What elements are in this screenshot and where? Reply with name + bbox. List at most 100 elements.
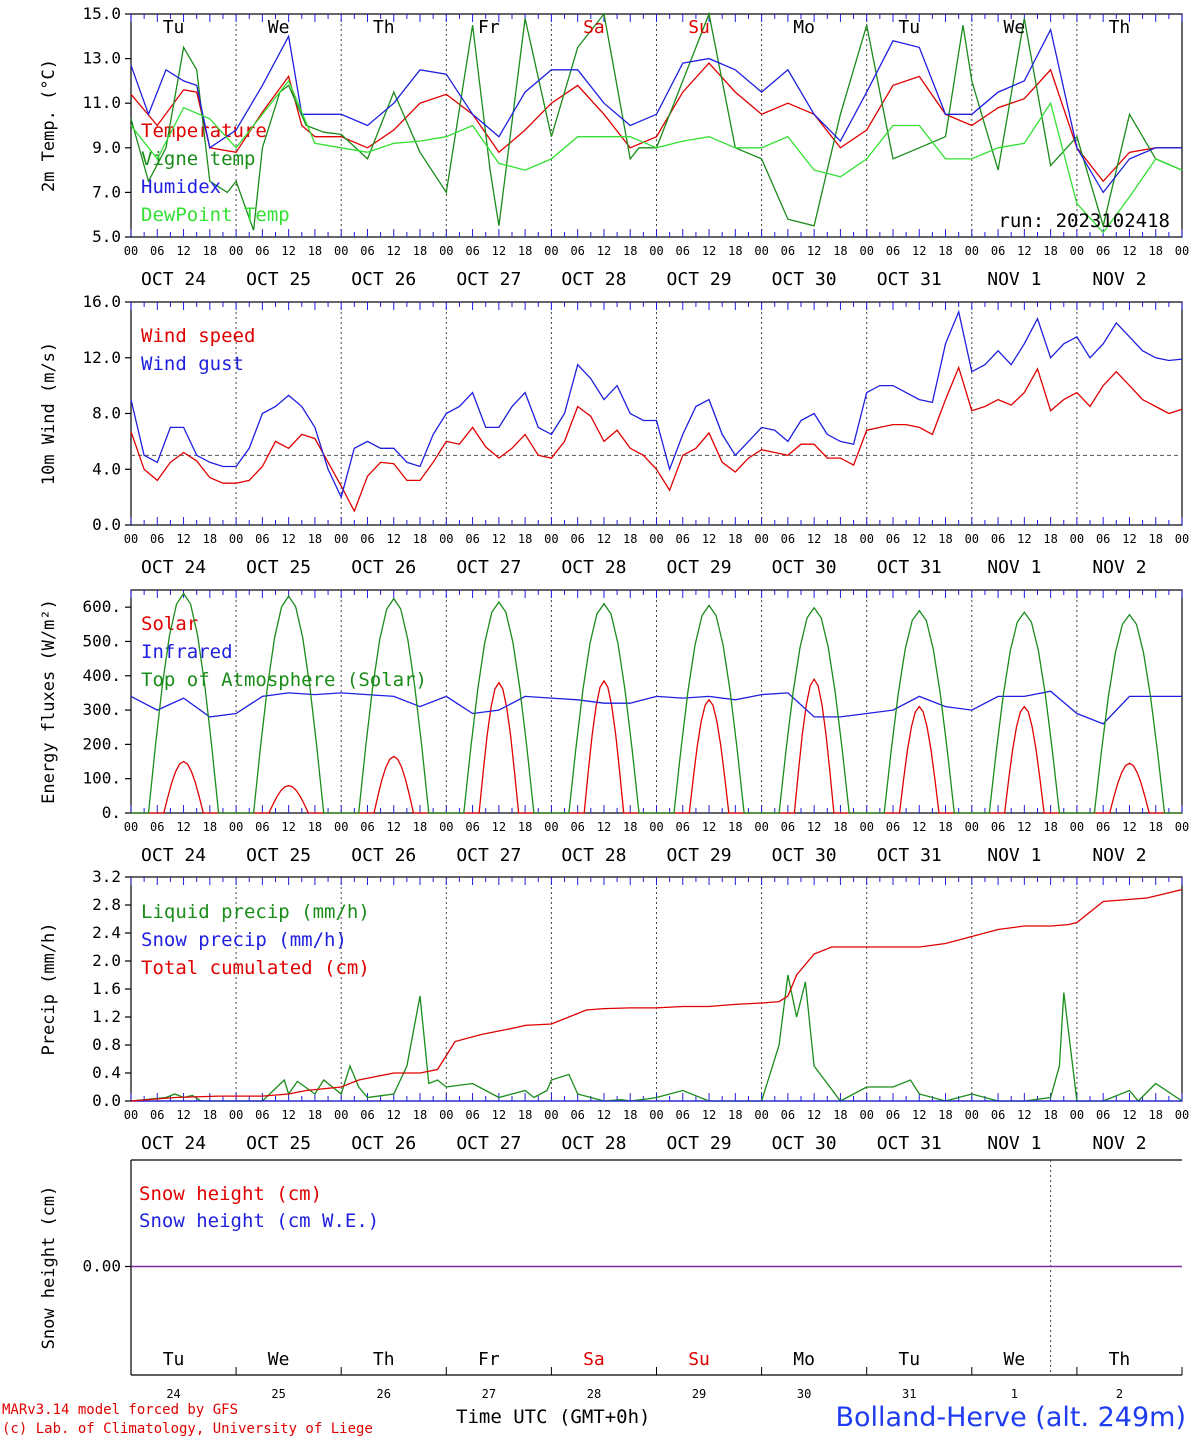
hour-tick-label: 06: [465, 1108, 479, 1122]
date-label: OCT 25: [246, 269, 311, 290]
hour-tick-label: 18: [203, 820, 217, 834]
hour-tick-label: 12: [492, 532, 506, 546]
date-label: NOV 2: [1092, 557, 1146, 578]
hour-tick-label: 12: [176, 820, 190, 834]
hour-tick-label: 18: [833, 820, 847, 834]
hour-tick-label: 00: [1175, 820, 1189, 834]
hour-tick-label: 06: [886, 820, 900, 834]
hour-tick-label: 00: [754, 532, 768, 546]
date-label: OCT 29: [667, 1133, 732, 1154]
hour-tick-label: 12: [387, 532, 401, 546]
day-number-label: 30: [797, 1387, 811, 1401]
y-tick-label: 0.0: [92, 515, 121, 534]
hour-tick-label: 18: [833, 244, 847, 258]
date-label: OCT 27: [456, 1133, 521, 1154]
hour-tick-label: 12: [281, 820, 295, 834]
y-tick-label: 0.: [102, 803, 121, 822]
hour-tick-label: 00: [859, 244, 873, 258]
legend-entry: Total cumulated (cm): [141, 957, 370, 979]
date-label: OCT 25: [246, 845, 311, 866]
series-line-dewpoint-temp: [130, 79, 1183, 234]
hour-tick-label: 00: [754, 820, 768, 834]
date-label: OCT 29: [667, 269, 732, 290]
hour-tick-label: 12: [1122, 532, 1136, 546]
hour-tick-label: 18: [518, 820, 532, 834]
date-label: OCT 27: [456, 269, 521, 290]
hour-tick-label: 18: [623, 1108, 637, 1122]
day-number-label: 26: [377, 1387, 391, 1401]
day-name-label: Th: [1109, 1349, 1131, 1370]
date-label: OCT 26: [351, 1133, 416, 1154]
day-name-label: We: [268, 1349, 290, 1370]
hour-tick-label: 18: [623, 820, 637, 834]
date-label: OCT 27: [456, 557, 521, 578]
series-line-humidex: [130, 27, 1182, 194]
hour-tick-label: 00: [649, 820, 663, 834]
hour-tick-label: 00: [124, 244, 138, 258]
y-tick-label: 11.0: [82, 93, 121, 112]
hour-tick-label: 12: [912, 820, 926, 834]
date-label: OCT 24: [141, 1133, 206, 1154]
day-name-label: Su: [688, 1349, 710, 1370]
hour-tick-label: 06: [360, 244, 374, 258]
hour-tick-label: 06: [1096, 1108, 1110, 1122]
hour-tick-label: 06: [886, 532, 900, 546]
hour-tick-label: 12: [807, 244, 821, 258]
hour-tick-label: 00: [544, 244, 558, 258]
hour-tick-label: 18: [518, 532, 532, 546]
day-name-label: Tu: [898, 1349, 920, 1370]
x-axis-title: Time UTC (GMT+0h): [456, 1406, 651, 1428]
hour-tick-label: 12: [702, 1108, 716, 1122]
hour-tick-label: 12: [1017, 820, 1031, 834]
hour-tick-label: 00: [1070, 1108, 1084, 1122]
hour-tick-label: 06: [150, 1108, 164, 1122]
hour-tick-label: 12: [807, 1108, 821, 1122]
hour-tick-label: 18: [413, 1108, 427, 1122]
day-name-label: Mo: [793, 1349, 815, 1370]
hour-tick-label: 18: [938, 820, 952, 834]
day-number-label: 28: [587, 1387, 601, 1401]
hour-tick-label: 12: [1017, 1108, 1031, 1122]
day-number-label: 1: [1011, 1387, 1018, 1401]
y-axis-label: 2m Temp. (°C): [39, 59, 59, 192]
hour-tick-label: 12: [702, 244, 716, 258]
date-label: OCT 24: [141, 269, 206, 290]
hour-tick-label: 00: [124, 532, 138, 546]
hour-tick-label: 18: [1043, 244, 1057, 258]
hour-tick-label: 06: [570, 820, 584, 834]
hour-tick-label: 00: [334, 1108, 348, 1122]
hour-tick-label: 12: [387, 1108, 401, 1122]
hour-tick-label: 18: [413, 532, 427, 546]
hour-tick-label: 18: [1148, 1108, 1162, 1122]
y-tick-label: 8.0: [92, 404, 121, 423]
hour-tick-label: 18: [728, 1108, 742, 1122]
day-name-label: We: [268, 17, 290, 38]
hour-tick-label: 06: [676, 1108, 690, 1122]
hour-tick-label: 06: [781, 532, 795, 546]
legend-entry: Snow height (cm W.E.): [139, 1210, 379, 1232]
hour-tick-label: 06: [465, 532, 479, 546]
hour-tick-label: 06: [150, 820, 164, 834]
series-line-total-cumulated-cm-: [130, 888, 1183, 1102]
date-label: OCT 30: [772, 1133, 837, 1154]
y-tick-label: 1.2: [92, 1007, 121, 1026]
hour-tick-label: 00: [859, 532, 873, 546]
hour-tick-label: 00: [439, 1108, 453, 1122]
date-label: OCT 30: [772, 269, 837, 290]
date-label: OCT 26: [351, 845, 416, 866]
hour-tick-label: 18: [728, 244, 742, 258]
hour-tick-label: 12: [492, 820, 506, 834]
series-line-top-of-atmosphere-solar-: [131, 592, 1182, 814]
hour-tick-label: 18: [413, 820, 427, 834]
day-number-label: 25: [271, 1387, 285, 1401]
date-label: OCT 31: [877, 269, 942, 290]
hour-tick-label: 00: [229, 1108, 243, 1122]
hour-tick-label: 12: [281, 532, 295, 546]
y-tick-label: 5.0: [92, 227, 121, 246]
hour-tick-label: 00: [544, 532, 558, 546]
day-name-label: Su: [688, 17, 710, 38]
hour-tick-label: 06: [991, 820, 1005, 834]
day-name-label: We: [1004, 1349, 1026, 1370]
hour-tick-label: 12: [281, 244, 295, 258]
